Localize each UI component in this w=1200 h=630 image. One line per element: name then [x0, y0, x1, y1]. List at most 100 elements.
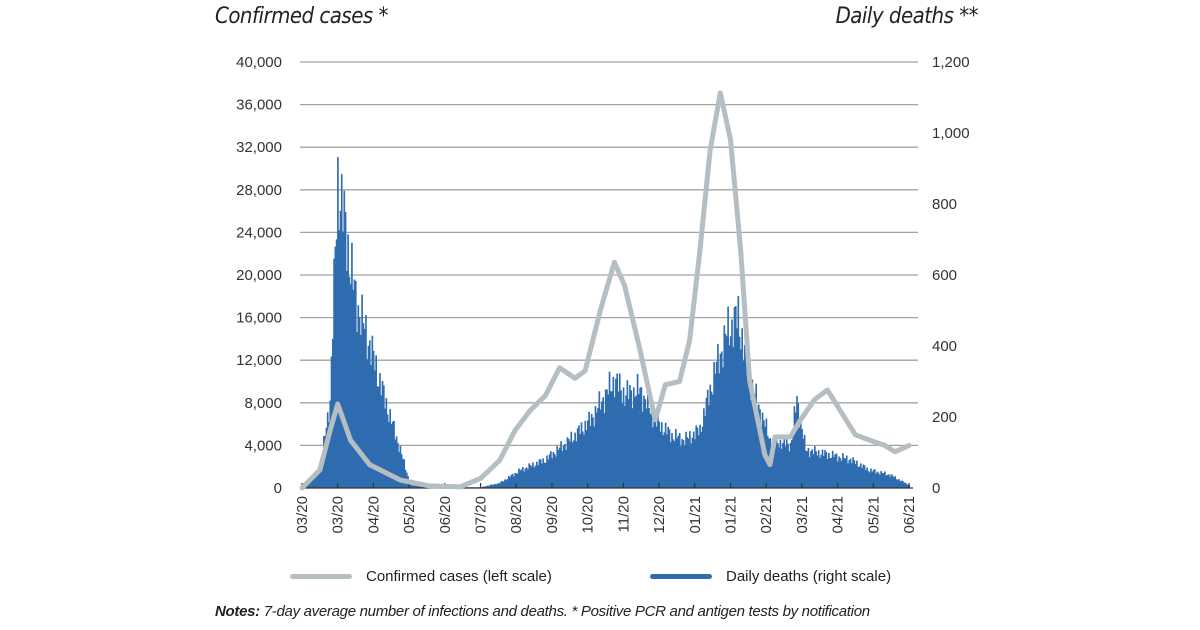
deaths-bar [515, 473, 518, 488]
deaths-bar [875, 473, 877, 488]
deaths-bar [521, 467, 524, 488]
x-tick-label: 05/20 [401, 496, 418, 534]
deaths-bar [784, 446, 787, 488]
deaths-bar [673, 440, 676, 488]
left-tick-label: 36,000 [236, 97, 282, 114]
deaths-bar [873, 469, 876, 488]
deaths-bar [594, 406, 597, 488]
deaths-bar [904, 482, 907, 488]
deaths-bar [557, 449, 560, 488]
deaths-bar [717, 343, 719, 488]
deaths-bar [516, 473, 519, 488]
deaths-bar [367, 345, 370, 488]
deaths-bar [639, 387, 641, 488]
deaths-bar [783, 437, 786, 488]
deaths-bar [876, 471, 879, 488]
deaths-bar [813, 446, 816, 488]
deaths-bar [817, 450, 820, 488]
deaths-bar [570, 431, 573, 488]
deaths-bar [728, 345, 731, 488]
deaths-bar [704, 416, 707, 488]
deaths-bar [320, 461, 323, 488]
legend-item-deaths: Daily deaths (right scale) [650, 568, 891, 585]
deaths-bar [657, 413, 659, 488]
deaths-bar [751, 379, 754, 488]
deaths-bar [671, 432, 673, 488]
deaths-bar [849, 458, 852, 488]
x-tick-label: 08/20 [508, 496, 525, 534]
deaths-bar [816, 455, 819, 488]
deaths-bar [695, 425, 698, 488]
deaths-bar [685, 431, 687, 488]
deaths-bar [663, 432, 666, 488]
deaths-bar [810, 451, 812, 488]
deaths-bar [372, 350, 375, 488]
deaths-bar [609, 391, 612, 488]
deaths-bar [833, 457, 835, 488]
deaths-bar [533, 467, 536, 488]
deaths-bar [307, 482, 310, 488]
cases-line [299, 90, 912, 491]
deaths-bar [421, 486, 423, 488]
deaths-bar [497, 482, 500, 488]
deaths-bar [743, 344, 746, 488]
deaths-bar [349, 284, 352, 488]
deaths-bar [697, 435, 700, 488]
deaths-bar [839, 458, 842, 488]
legend-swatch-deaths [650, 574, 712, 579]
deaths-bar [868, 472, 871, 488]
deaths-bar [542, 458, 545, 488]
deaths-bar [487, 485, 490, 488]
deaths-bar [377, 386, 380, 488]
deaths-bar [682, 439, 685, 488]
deaths-bar [812, 454, 815, 488]
deaths-bar [385, 398, 388, 488]
deaths-bar [819, 457, 821, 488]
deaths-bar [620, 390, 622, 488]
deaths-bar [502, 481, 505, 488]
deaths-bar [569, 441, 571, 488]
deaths-bar [674, 428, 677, 488]
deaths-bar [391, 421, 394, 488]
deaths-bar [507, 476, 510, 488]
deaths-bar [694, 439, 696, 488]
notes-text: 7-day average number of infections and d… [259, 603, 870, 620]
deaths-bar [715, 361, 718, 488]
deaths-bar [808, 457, 811, 488]
deaths-bar [310, 479, 312, 488]
deaths-bar [886, 474, 889, 488]
deaths-bar [602, 397, 604, 488]
right-tick-label: 400 [932, 338, 957, 355]
deaths-bar [483, 486, 486, 488]
deaths-bar [548, 454, 551, 488]
deaths-bar [863, 465, 866, 488]
deaths-bar [388, 421, 390, 488]
deaths-bar [553, 453, 556, 488]
deaths-bar [486, 485, 488, 488]
deaths-bar [821, 449, 824, 488]
deaths-bar [488, 485, 491, 488]
deaths-bar [607, 394, 610, 488]
deaths-bar [621, 403, 624, 488]
deaths-bar [333, 258, 335, 488]
deaths-bar [894, 476, 897, 488]
deaths-bar [787, 443, 789, 488]
deaths-bar [393, 420, 395, 488]
left-tick-label: 32,000 [236, 139, 282, 156]
x-tick-label: 06/20 [437, 496, 454, 534]
right-tick-label: 200 [932, 409, 957, 426]
deaths-bar [511, 473, 514, 488]
deaths-bar [539, 459, 542, 488]
deaths-bar [595, 412, 598, 488]
deaths-bar [593, 426, 596, 488]
deaths-bar [546, 455, 548, 488]
deaths-bar [309, 479, 311, 488]
deaths-bar [402, 458, 404, 488]
deaths-bar [699, 424, 701, 488]
deaths-bar [390, 424, 393, 488]
right-tick-label: 0 [932, 480, 940, 497]
deaths-bar [499, 483, 501, 488]
deaths-bar [400, 454, 403, 488]
deaths-bar [416, 486, 418, 488]
deaths-bar [328, 422, 330, 488]
